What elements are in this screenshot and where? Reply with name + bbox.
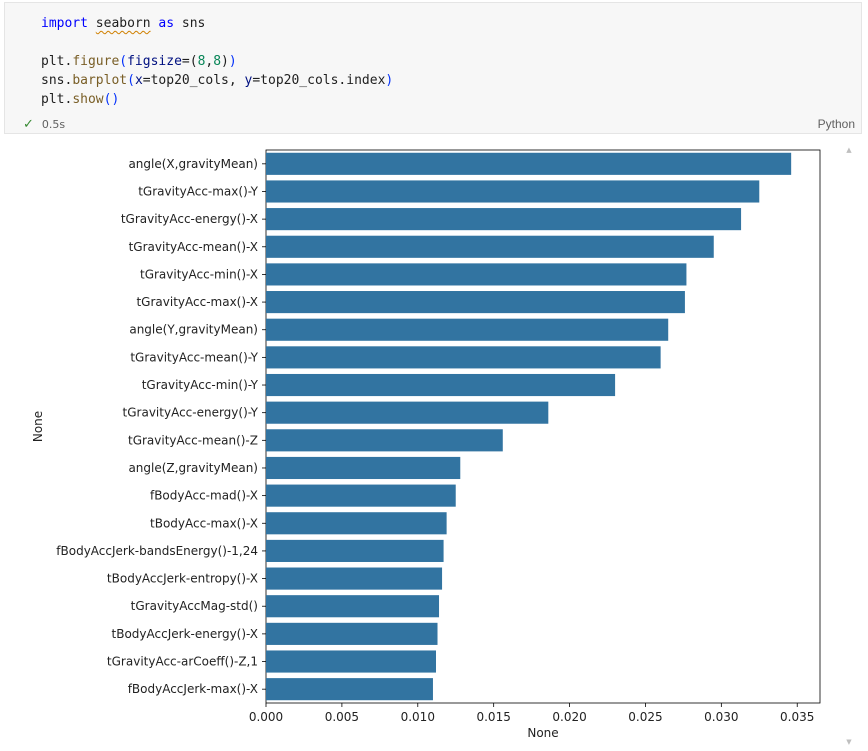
bar <box>266 456 461 480</box>
x-ticks: 0.000 0.005 0.010 0.015 0.020 0.025 0.030 0.035 <box>249 703 814 724</box>
code-token: y <box>244 73 253 88</box>
code-token: 8 <box>213 54 222 69</box>
y-tick-label: tGravityAcc-max()-Y <box>138 184 258 198</box>
bar <box>266 263 687 286</box>
bar <box>266 373 616 397</box>
code-token <box>88 16 96 31</box>
bar <box>266 235 714 258</box>
y-tick-label: tBodyAccJerk-entropy()-X <box>107 572 258 586</box>
x-tick-label: 0.010 <box>401 710 435 724</box>
y-tick-label: angle(X,gravityMean) <box>128 157 258 171</box>
bar <box>266 650 436 673</box>
y-tick-label: tGravityAcc-mean()-Z <box>128 433 258 447</box>
cell-language-label[interactable]: Python <box>817 117 855 131</box>
code-editor[interactable]: import seaborn as sns plt.figure(figsize=… <box>41 14 393 109</box>
code-token: ) <box>221 54 229 69</box>
code-token: . <box>64 54 73 69</box>
y-tick-label: tGravityAcc-min()-Y <box>142 378 259 392</box>
x-tick-label: 0.025 <box>628 710 662 724</box>
code-token: =top20_cols.index <box>252 73 386 88</box>
y-tick-label: fBodyAcc-mad()-X <box>150 489 258 503</box>
check-icon: ✓ <box>23 117 34 132</box>
code-line: import seaborn as sns <box>41 14 393 33</box>
bar <box>266 291 685 314</box>
code-token: ) <box>228 54 237 69</box>
bar-group <box>266 152 792 701</box>
y-tick-label: angle(Y,gravityMean) <box>129 323 258 337</box>
code-cell[interactable]: import seaborn as sns plt.figure(figsize=… <box>4 2 862 134</box>
y-tick-labels: angle(X,gravityMean) tGravityAcc-max()-Y t… <box>56 157 266 696</box>
y-tick-label: tBodyAcc-max()-X <box>150 516 258 530</box>
code-token: import <box>41 16 88 31</box>
code-token: . <box>64 73 73 88</box>
x-tick-label: 0.015 <box>476 710 510 724</box>
cell-output: angle(X,gravityMean) tGravityAcc-max()-Y t… <box>0 134 868 747</box>
y-tick-label: tGravityAcc-mean()-Y <box>130 350 258 364</box>
output-scrollbar[interactable]: ▲ ▼ <box>844 146 854 746</box>
bar <box>266 678 433 701</box>
bar <box>266 152 792 175</box>
y-tick-label: tGravityAcc-arCoeff()-Z,1 <box>107 655 258 669</box>
code-token: () <box>103 92 120 107</box>
bar <box>266 484 456 507</box>
scroll-down-icon[interactable]: ▼ <box>846 738 852 746</box>
code-token: show <box>72 92 104 107</box>
x-tick-label: 0.030 <box>704 710 738 724</box>
bar-chart: angle(X,gravityMean) tGravityAcc-max()-Y t… <box>31 149 821 740</box>
bar <box>266 512 447 535</box>
y-tick-label: tGravityAccMag-std() <box>131 599 258 613</box>
scroll-up-icon[interactable]: ▲ <box>846 146 852 154</box>
y-tick-label: tGravityAcc-mean()-X <box>129 240 258 254</box>
code-token: ( <box>127 73 135 88</box>
code-token: ) <box>385 73 394 88</box>
bar <box>266 346 661 369</box>
bar <box>266 180 760 203</box>
y-axis-label: None <box>31 411 45 442</box>
code-line: sns.barplot(x=top20_cols, y=top20_cols.i… <box>41 71 393 90</box>
bar <box>266 567 443 590</box>
code-token: sns <box>174 16 206 31</box>
x-tick-label: 0.035 <box>780 710 814 724</box>
code-line <box>41 33 393 52</box>
code-line: plt.show() <box>41 90 393 109</box>
code-token: =( <box>181 54 198 69</box>
code-token: sns <box>41 73 65 88</box>
y-tick-label: tBodyAccJerk-energy()-X <box>112 627 258 641</box>
bar <box>266 318 669 341</box>
code-line: plt.figure(figsize=(8,8)) <box>41 52 393 71</box>
code-token: barplot <box>72 73 128 88</box>
y-tick-label: tGravityAcc-energy()-Y <box>123 406 259 420</box>
x-tick-label: 0.000 <box>249 710 283 724</box>
execution-status: ✓ 0.5s <box>23 117 65 132</box>
bar <box>266 595 440 618</box>
bar <box>266 539 444 562</box>
code-token: seaborn <box>95 16 151 31</box>
y-tick-label: fBodyAccJerk-max()-X <box>128 682 258 696</box>
code-token: x <box>134 73 143 88</box>
bar <box>266 429 503 452</box>
code-token: 8 <box>197 54 206 69</box>
code-token: plt <box>41 54 65 69</box>
plot-area <box>265 149 821 704</box>
code-token: figure <box>72 54 120 69</box>
y-tick-label: angle(Z,gravityMean) <box>128 461 258 475</box>
x-tick-label: 0.005 <box>325 710 359 724</box>
y-tick-label: tGravityAcc-max()-X <box>136 295 258 309</box>
code-token: as <box>158 16 175 31</box>
code-token: figsize <box>127 54 182 69</box>
x-tick-label: 0.020 <box>552 710 586 724</box>
code-token: , <box>205 54 214 69</box>
execution-duration: 0.5s <box>41 118 66 131</box>
code-token: =top20_cols, <box>142 73 245 88</box>
code-token: ( <box>119 54 128 69</box>
code-token: . <box>64 92 73 107</box>
code-token: plt <box>41 92 65 107</box>
bar <box>266 622 438 645</box>
y-tick-label: fBodyAccJerk-bandsEnergy()-1,24 <box>56 544 258 558</box>
bar <box>266 401 549 424</box>
bar <box>266 208 742 231</box>
y-tick-label: tGravityAcc-min()-X <box>140 267 258 281</box>
x-axis-label: None <box>527 726 558 740</box>
y-tick-label: tGravityAcc-energy()-X <box>121 212 258 226</box>
